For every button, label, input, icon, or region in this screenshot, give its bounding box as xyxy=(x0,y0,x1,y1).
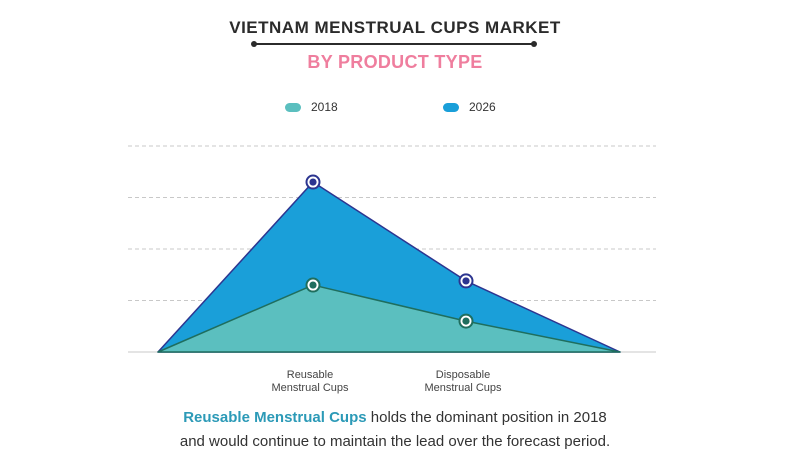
chart-title: VIETNAM MENSTRUAL CUPS MARKET xyxy=(229,18,561,37)
x-tick-label-2: Disposable Menstrual Cups xyxy=(424,369,502,394)
chart-subtitle: BY PRODUCT TYPE xyxy=(307,52,483,72)
title-underline-dot-right xyxy=(531,41,537,47)
caption: Reusable Menstrual Cups holds the domina… xyxy=(0,406,790,454)
legend-item-2018: 2018 xyxy=(285,100,338,114)
title-underline xyxy=(251,41,537,47)
legend-label-2026: 2026 xyxy=(469,100,496,114)
marker-2018-1 xyxy=(309,281,317,289)
x-tick-label-2-line-2: Menstrual Cups xyxy=(424,382,502,394)
x-tick-label-1-line-1: Reusable xyxy=(287,369,333,381)
marker-2026-2 xyxy=(462,277,470,285)
x-tick-label-1-line-2: Menstrual Cups xyxy=(271,382,349,394)
x-tick-label-1: Reusable Menstrual Cups xyxy=(271,369,349,394)
legend-swatch-2026 xyxy=(443,102,459,112)
marker-2026-1 xyxy=(309,178,317,186)
caption-highlight: Reusable Menstrual Cups xyxy=(183,409,367,426)
legend-swatch-2018 xyxy=(285,102,301,112)
marker-2018-2 xyxy=(462,317,470,325)
legend-label-2018: 2018 xyxy=(311,100,338,114)
legend-item-2026: 2026 xyxy=(443,100,496,114)
title-underline-dot-left xyxy=(251,41,257,47)
legend: 2018 2026 xyxy=(0,100,790,116)
caption-line-1: Reusable Menstrual Cups holds the domina… xyxy=(0,406,790,430)
x-tick-label-2-line-1: Disposable xyxy=(436,369,490,381)
caption-line-2: and would continue to maintain the lead … xyxy=(179,433,611,450)
caption-line-1-rest: holds the dominant position in 2018 xyxy=(366,409,607,426)
